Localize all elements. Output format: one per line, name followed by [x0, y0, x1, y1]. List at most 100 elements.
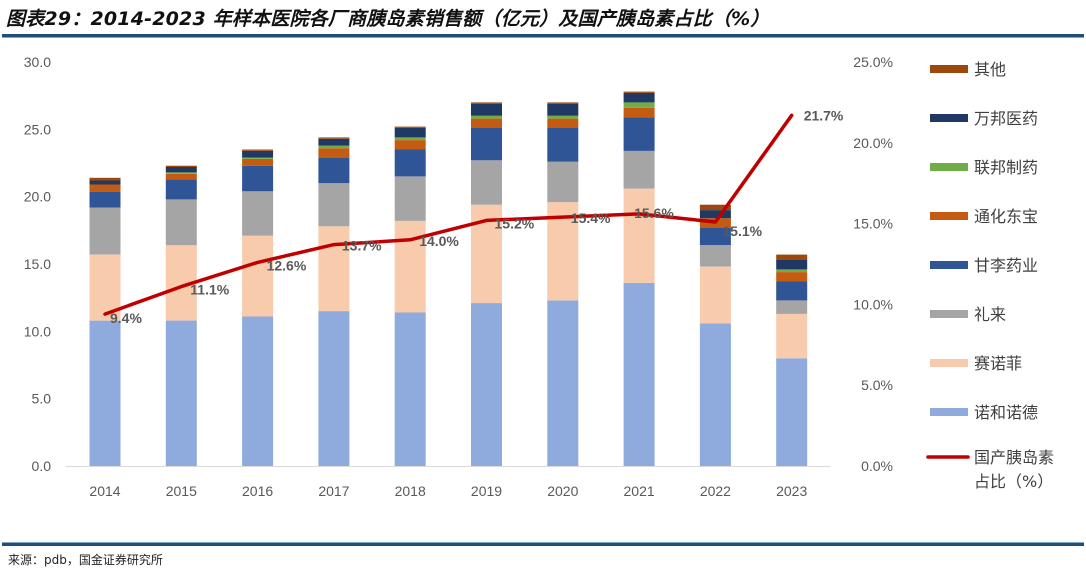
x-tick-label: 2015 — [166, 483, 197, 499]
y2-tick-label: 5.0% — [861, 377, 893, 393]
line-data-label: 21.7% — [804, 107, 844, 123]
x-tick-label: 2021 — [624, 483, 655, 499]
bar-segment — [699, 266, 731, 324]
bar-segment — [165, 173, 197, 180]
legend-swatch — [930, 114, 968, 122]
bar-segment — [318, 157, 350, 184]
legend-label: 通化东宝 — [974, 207, 1038, 226]
bar-segment — [547, 161, 579, 203]
y-tick-label: 5.0 — [32, 391, 52, 407]
y-tick-label: 10.0 — [24, 323, 51, 339]
bar-segment — [89, 320, 121, 466]
x-axis: 2014 2015 2016 2017 2018 2019 2020 2021 2022 2023 — [89, 483, 807, 499]
bar-segment — [623, 282, 655, 466]
bar-segment — [547, 300, 579, 466]
bar-segment — [776, 260, 808, 270]
legend-label: 占比（%） — [974, 472, 1053, 491]
bar-segment — [623, 91, 655, 93]
line-layer: 9.4% 11.1% 12.6% 13.7% 14.0% 15.2% 15.4% 15.6% 1… — [103, 107, 844, 326]
bar-segment — [165, 172, 197, 174]
bar-segment — [165, 165, 197, 167]
source-divider — [2, 542, 1084, 546]
bar-segment — [242, 157, 274, 159]
legend-swatch — [930, 163, 968, 171]
y-axis-left: 0.0 5.0 10.0 15.0 20.0 25.0 30.0 — [24, 54, 51, 474]
bar-segment — [318, 226, 350, 312]
bar-segment — [623, 150, 655, 189]
bar-segment — [242, 316, 274, 466]
bar-segment — [318, 311, 350, 466]
bar-segment — [547, 128, 579, 162]
bar-segment — [89, 191, 121, 208]
bar-segment — [318, 148, 350, 158]
bar-segment — [699, 210, 731, 219]
y2-tick-label: 25.0% — [853, 54, 893, 70]
line-data-label: 15.4% — [571, 210, 611, 226]
y2-tick-label: 15.0% — [853, 216, 893, 232]
legend-swatch — [930, 261, 968, 269]
bar-segment — [318, 137, 350, 139]
bar-segment — [776, 254, 808, 260]
legend-label: 国产胰岛素 — [974, 448, 1054, 467]
bar-segment — [547, 103, 579, 116]
bar-segment — [242, 191, 274, 236]
bar-segment — [623, 188, 655, 283]
bar-segment — [776, 313, 808, 359]
line-data-label: 15.1% — [722, 223, 762, 239]
bar-segment — [394, 149, 426, 177]
x-tick-label: 2016 — [242, 483, 273, 499]
legend-label: 赛诺菲 — [974, 354, 1022, 373]
legend-label: 甘李药业 — [974, 256, 1038, 275]
legend-swatch — [930, 212, 968, 220]
bar-segment — [89, 184, 121, 192]
y-tick-label: 30.0 — [24, 54, 51, 70]
line-data-label: 11.1% — [190, 282, 229, 298]
line-data-label: 13.7% — [342, 238, 382, 254]
y-axis-right: 0.0% 5.0% 10.0% 15.0% 20.0% 25.0% — [853, 54, 893, 474]
bar-segment — [623, 117, 655, 151]
bar-segment — [394, 128, 426, 138]
bar-segment — [623, 107, 655, 118]
line-data-label: 15.2% — [495, 215, 535, 231]
line-data-label: 14.0% — [419, 233, 459, 249]
y-tick-label: 25.0 — [24, 121, 51, 137]
legend-label: 礼来 — [974, 305, 1006, 324]
y-tick-label: 20.0 — [24, 189, 51, 205]
bar-segment — [242, 159, 274, 166]
bar-segment — [776, 300, 808, 314]
bar-segment — [318, 138, 350, 146]
bar-segment — [394, 176, 426, 221]
bar-segment — [776, 269, 808, 273]
bar-segment — [776, 281, 808, 301]
line-data-label: 15.6% — [634, 205, 674, 221]
legend-swatch — [930, 65, 968, 73]
y-tick-label: 0.0 — [32, 458, 52, 474]
x-tick-label: 2017 — [318, 483, 349, 499]
x-tick-label: 2019 — [471, 483, 502, 499]
bar-segment — [394, 140, 426, 150]
y-tick-label: 15.0 — [24, 256, 51, 272]
x-tick-label: 2023 — [776, 483, 807, 499]
bar-segment — [89, 177, 121, 181]
bar-segment — [547, 115, 579, 119]
bar-segment — [471, 118, 502, 128]
x-tick-label: 2018 — [395, 483, 426, 499]
bar-segment — [318, 183, 350, 227]
bar-segment — [165, 320, 197, 466]
bar-segment — [471, 128, 502, 161]
bar-segment — [318, 145, 350, 149]
bar-segment — [699, 245, 731, 267]
bar-segment — [471, 102, 502, 104]
legend-label: 其他 — [974, 60, 1006, 79]
chart-title: 图表29：2014-2023 年样本医院各厂商胰岛素销售额（亿元）及国产胰岛素占… — [6, 8, 770, 30]
source-note: 来源：pdb，国金证券研究所 — [8, 553, 163, 567]
bar-segment — [471, 103, 502, 116]
y2-tick-label: 10.0% — [853, 296, 893, 312]
bar-segment — [623, 93, 655, 103]
bar-segment — [776, 272, 808, 282]
bar-segment — [699, 227, 731, 246]
bar-segment — [394, 312, 426, 466]
x-tick-label: 2014 — [89, 483, 120, 499]
line-data-label: 12.6% — [267, 257, 307, 273]
